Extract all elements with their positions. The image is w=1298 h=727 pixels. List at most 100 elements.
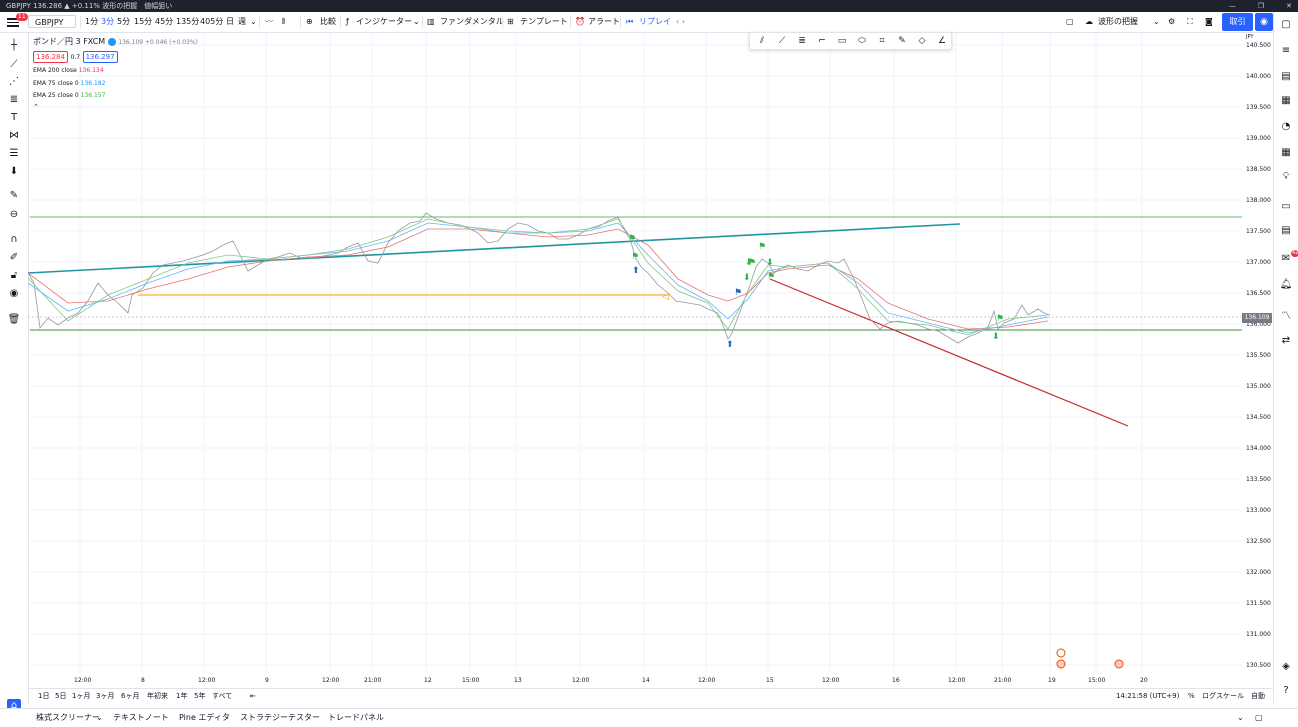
zoom-icon[interactable]: ⊖ [9, 209, 19, 220]
template-icon[interactable]: ⊞ [507, 17, 514, 26]
ema-25-legend[interactable]: EMA 25 close 0 136.157 [33, 92, 106, 99]
close-button[interactable]: ✕ [1286, 2, 1292, 10]
range-5d[interactable]: 5日 [55, 692, 67, 700]
bid-button[interactable]: 136.284 [33, 51, 68, 63]
tf-5m[interactable]: 5分 [117, 17, 131, 26]
tf-1m[interactable]: 1分 [85, 17, 99, 26]
replay-button[interactable]: リプレイ [639, 17, 671, 26]
chevron-down-icon[interactable]: ⌄ [96, 713, 103, 722]
replay-icon[interactable]: ⏮ [626, 17, 634, 26]
ema-75-legend[interactable]: EMA 75 close 0 136.182 [33, 80, 106, 87]
indicators-button[interactable]: インジケーター [356, 17, 412, 26]
range-5y[interactable]: 5年 [194, 692, 206, 700]
ruler-icon[interactable]: ✎ [9, 190, 19, 201]
range-6m[interactable]: 6ヶ月 [121, 692, 140, 700]
tf-3m[interactable]: 3分 [101, 17, 115, 26]
compare-plus-icon[interactable]: ⊕ [306, 17, 313, 26]
trendline-icon[interactable]: ⟋ [10, 59, 18, 70]
pulse-icon[interactable]: 〽 [1281, 311, 1291, 322]
range-1d[interactable]: 1日 [38, 692, 50, 700]
pitchfork-icon[interactable]: ⋰ [9, 76, 19, 87]
goto-date-icon[interactable]: ⇤ [250, 692, 256, 700]
tf-week[interactable]: 週 [238, 17, 246, 26]
help-icon[interactable]: ? [1283, 685, 1289, 696]
fib-fan-icon[interactable]: ⫽ [759, 36, 764, 46]
idea-icon[interactable]: 💡︎ [1282, 171, 1290, 182]
cloud-icon[interactable]: ☁ [1085, 17, 1093, 26]
percent-toggle[interactable]: % [1188, 692, 1195, 700]
streams-icon[interactable]: ▤ [1281, 225, 1291, 236]
collapse-legend-icon[interactable]: ⌃ [33, 103, 39, 111]
auto-scale-toggle[interactable]: 自動 [1251, 692, 1265, 700]
layers-icon[interactable]: ◈ [1282, 661, 1290, 672]
ema-200-legend[interactable]: EMA 200 close 136.134 [33, 67, 104, 74]
fullscreen-icon[interactable]: ⛶ [1187, 17, 1193, 26]
messages-icon[interactable]: ✉ 42 [1281, 250, 1298, 264]
fib-icon[interactable]: ≣ [9, 94, 19, 105]
chevron-down-icon[interactable]: ⌄ [1237, 713, 1244, 722]
candle-icon[interactable]: ⫴ [282, 17, 286, 26]
camera-icon[interactable]: ◙ [1205, 17, 1213, 26]
text-icon[interactable]: T [10, 112, 18, 123]
alert-icon[interactable]: ⏰ [575, 17, 585, 26]
diamond-icon[interactable]: ◇ [918, 36, 926, 46]
clock-icon[interactable]: ◔ [1281, 121, 1291, 132]
measure-icon[interactable]: ☰ [9, 148, 19, 159]
range-ytd[interactable]: 年初来 [147, 692, 168, 700]
watchlist-icon[interactable]: ▢ [1281, 19, 1291, 30]
chat-icon[interactable]: ▭ [1281, 201, 1291, 212]
tf-15m[interactable]: 15分 [134, 17, 153, 26]
undo-redo-icon[interactable]: ‹ › [676, 17, 685, 26]
fundamentals-button[interactable]: ファンダメンタル [440, 17, 504, 26]
news-icon[interactable]: ▦ [1281, 95, 1291, 106]
chevron-down-icon[interactable]: ⌄ [250, 17, 257, 26]
arrow-down-icon[interactable]: ⬇ [9, 166, 19, 177]
line-chart-icon[interactable]: 〰 [265, 17, 273, 26]
data-window-icon[interactable]: ▤ [1281, 71, 1291, 82]
tf-45m[interactable]: 45分 [155, 17, 174, 26]
calendar-icon[interactable]: ▦ [1281, 147, 1291, 158]
range-1m[interactable]: 1ヶ月 [72, 692, 91, 700]
brush-icon[interactable]: ✎ [898, 36, 906, 46]
fundamental-icon[interactable]: ▥ [427, 17, 435, 26]
tab-pine-editor[interactable]: Pine エディタ [179, 713, 230, 722]
range-3m[interactable]: 3ヶ月 [96, 692, 115, 700]
channel-icon[interactable]: ≣ [798, 36, 806, 46]
tf-135m[interactable]: 135分 [176, 17, 200, 26]
indicators-icon[interactable]: ƒ [346, 17, 349, 26]
alerts-list-icon[interactable]: ≡ [1281, 45, 1291, 56]
pattern-icon[interactable]: ⋈ [9, 130, 19, 141]
chevron-down-icon[interactable]: ⌄ [1153, 17, 1160, 26]
layout-name[interactable]: 波形の把握 [1098, 17, 1138, 26]
lock-pen-icon[interactable]: ✐ [9, 252, 19, 263]
templates-button[interactable]: テンプレート [520, 17, 568, 26]
layout-box-icon[interactable]: ▢ [1066, 17, 1074, 26]
ask-button[interactable]: 136.297 [82, 51, 118, 63]
price-chart[interactable]: ⚑ ⚑ ⬆ ⬆ ⚑ ⬇ ⬇ ⚑ ⚑ ⬇ ⚑ ⬇ ⚑ ◁ [28, 33, 1242, 673]
log-scale-toggle[interactable]: ログスケール [1202, 692, 1244, 700]
compare-button[interactable]: 比較 [320, 17, 336, 26]
ellipse-icon[interactable]: ⬭ [858, 36, 866, 46]
range-1y[interactable]: 1年 [176, 692, 188, 700]
clock-readout[interactable]: 14:21:58 (UTC+9) [1116, 692, 1180, 700]
maximize-button[interactable]: ❐ [1257, 2, 1265, 10]
menu-icon[interactable] [7, 16, 19, 28]
minimize-button[interactable]: — [1228, 2, 1236, 10]
tf-405m[interactable]: 405分 [200, 17, 224, 26]
rectangle-icon[interactable]: ▭ [837, 36, 847, 46]
lock-icon[interactable]: 🔓︎ [10, 270, 18, 281]
gear-icon[interactable]: ⚙ [1168, 17, 1176, 26]
tab-trade-panel[interactable]: トレードパネル [328, 713, 384, 722]
magnet-icon[interactable]: ∩ [10, 234, 18, 245]
eye-icon[interactable]: ◉ [9, 288, 19, 299]
bell-icon[interactable]: 🔔︎ [1279, 279, 1293, 290]
publish-icon[interactable]: ◉ [1255, 13, 1273, 31]
tab-text-notes[interactable]: テキストノート [113, 713, 169, 722]
trade-button[interactable]: 取引 [1222, 13, 1253, 31]
path-icon[interactable]: ⌗ [879, 36, 885, 46]
chevron-down-icon[interactable]: ⌄ [413, 17, 420, 26]
tab-strategy-tester[interactable]: ストラテジーテスター [240, 713, 320, 722]
symbol-search[interactable]: GBPJPY [28, 15, 76, 28]
tf-day[interactable]: 日 [226, 17, 234, 26]
range-all[interactable]: すべて [212, 692, 233, 700]
